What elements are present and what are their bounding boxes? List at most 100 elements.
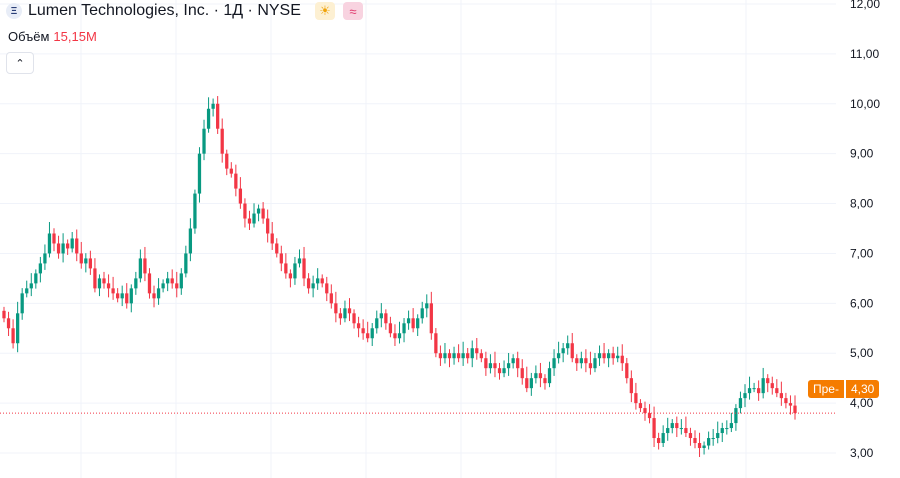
candle-body bbox=[243, 203, 247, 219]
candle-body bbox=[134, 278, 138, 289]
candle-body bbox=[16, 313, 20, 344]
candle-body bbox=[402, 323, 406, 334]
candle-body bbox=[75, 238, 79, 254]
candle-body bbox=[606, 353, 611, 359]
candle-body bbox=[306, 278, 311, 289]
candle-body bbox=[179, 273, 183, 289]
candle-body bbox=[534, 373, 538, 379]
candle-body bbox=[593, 358, 597, 369]
candle-body bbox=[79, 253, 83, 264]
candle-body bbox=[343, 308, 347, 319]
candle-body bbox=[361, 328, 365, 334]
candle-body bbox=[411, 318, 415, 329]
candle-body bbox=[493, 363, 497, 369]
lumen-logo-icon: Ξ bbox=[6, 3, 22, 19]
chevron-up-icon: ⌃ bbox=[15, 57, 25, 70]
candle-body bbox=[547, 368, 552, 384]
candle-body bbox=[643, 408, 647, 414]
candle-body bbox=[156, 288, 161, 299]
candle-body bbox=[334, 303, 338, 314]
candle-body bbox=[416, 318, 420, 329]
candle-body bbox=[106, 283, 111, 289]
candle-body bbox=[629, 378, 633, 394]
candle-body bbox=[261, 208, 265, 219]
candle-body bbox=[279, 253, 283, 264]
candle-body bbox=[406, 318, 411, 324]
candle-body bbox=[211, 103, 215, 109]
candle-body bbox=[352, 313, 356, 324]
candle-body bbox=[511, 358, 515, 364]
symbol-title[interactable]: Lumen Technologies, Inc. · 1Д · NYSE bbox=[28, 2, 301, 19]
y-tick-label: 10,00 bbox=[850, 97, 880, 111]
y-tick-label: 11,00 bbox=[850, 47, 879, 61]
candle-body bbox=[234, 173, 238, 189]
y-tick-label: 12,00 bbox=[850, 0, 880, 11]
candle-body bbox=[452, 353, 456, 359]
candle-body bbox=[466, 353, 470, 359]
wave-icon[interactable]: ≈ bbox=[342, 2, 363, 20]
candle-body bbox=[434, 333, 438, 354]
candle-body bbox=[175, 283, 179, 289]
candle-body bbox=[97, 278, 102, 289]
candle-body bbox=[220, 128, 224, 154]
candle-body bbox=[743, 393, 747, 399]
candle-body bbox=[34, 273, 38, 284]
y-tick-label: 4,00 bbox=[850, 396, 874, 410]
candle-body bbox=[456, 353, 461, 359]
candle-body bbox=[238, 188, 243, 204]
candle-body bbox=[693, 438, 697, 444]
candle-body bbox=[47, 233, 52, 254]
candle-body bbox=[143, 258, 147, 274]
candle-body bbox=[443, 353, 447, 359]
candle-body bbox=[438, 353, 443, 359]
candle-body bbox=[43, 253, 47, 264]
candle-body bbox=[502, 368, 506, 374]
candle-body bbox=[661, 433, 665, 444]
y-tick-label: 7,00 bbox=[850, 246, 874, 260]
candle-body bbox=[775, 388, 779, 394]
sun-cloud-icon[interactable]: ☀ bbox=[314, 2, 335, 20]
candle-body bbox=[206, 108, 211, 129]
candle-body bbox=[770, 383, 774, 389]
candle-body bbox=[747, 388, 752, 394]
candle-body bbox=[302, 258, 306, 279]
candle-body bbox=[184, 253, 188, 274]
candle-body bbox=[197, 153, 202, 194]
candle-body bbox=[575, 358, 579, 364]
candle-body bbox=[297, 258, 302, 264]
y-tick-label: 6,00 bbox=[850, 296, 874, 310]
candle-body bbox=[566, 343, 570, 349]
candle-body bbox=[52, 233, 56, 244]
candle-body bbox=[784, 398, 788, 404]
candle-body bbox=[111, 288, 115, 294]
candle-body bbox=[706, 438, 711, 446]
candle-body bbox=[70, 238, 74, 249]
candle-body bbox=[320, 278, 324, 284]
candle-body bbox=[497, 368, 502, 374]
candle-body bbox=[370, 328, 374, 339]
candle-body bbox=[329, 293, 333, 304]
collapse-legend-button[interactable]: ⌃ bbox=[6, 52, 34, 74]
premarket-label: Пре- bbox=[808, 380, 844, 398]
candle-body bbox=[366, 333, 370, 339]
candle-body bbox=[506, 363, 511, 369]
candle-body bbox=[225, 153, 229, 169]
candle-body bbox=[93, 268, 97, 289]
price-axis[interactable]: 3,00 4,00 5,00 6,00 7,00 8,00 9,00 10,00 11,00 12… bbox=[850, 0, 880, 460]
candle-body bbox=[656, 438, 661, 444]
chart-header: Ξ Lumen Technologies, Inc. · 1Д · NYSE ☀… bbox=[6, 2, 363, 20]
candle-body bbox=[484, 358, 488, 369]
candle-body bbox=[729, 423, 733, 429]
candle-body bbox=[761, 378, 765, 394]
candle-body bbox=[647, 413, 652, 419]
candle-body bbox=[570, 343, 574, 359]
candle-body bbox=[188, 228, 193, 254]
candle-body bbox=[620, 355, 624, 364]
volume-value: 15,15M bbox=[53, 29, 97, 44]
candle-body bbox=[129, 288, 133, 304]
candle-body bbox=[166, 278, 170, 284]
candle-body bbox=[347, 308, 352, 314]
candle-body bbox=[393, 333, 397, 339]
candle-body bbox=[475, 348, 479, 354]
